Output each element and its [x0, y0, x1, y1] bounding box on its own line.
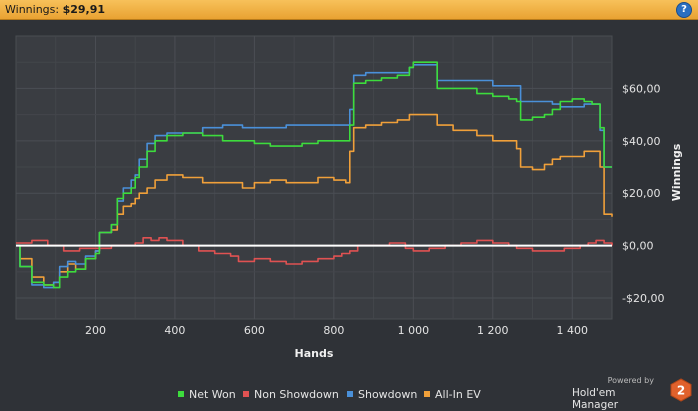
x-tick-label: 1 400: [557, 324, 589, 337]
x-tick-label: 200: [85, 324, 106, 337]
chart-legend: Net Won Non Showdown Showdown All-In EV: [0, 388, 698, 404]
winnings-title: Winnings: $29,91: [5, 3, 105, 16]
legend-swatch: [178, 391, 184, 397]
series-line-non-showdown: [16, 237, 613, 265]
legend-item-non-showdown[interactable]: Non Showdown: [243, 388, 339, 401]
legend-swatch: [243, 391, 249, 397]
y-tick-label: $40,00: [622, 135, 661, 148]
legend-label: Net Won: [189, 388, 236, 401]
x-tick-label: 1 200: [477, 324, 509, 337]
legend-label: Showdown: [358, 388, 418, 401]
help-icon[interactable]: ?: [676, 2, 692, 18]
powered-by-text: Powered by: [607, 376, 654, 385]
y-tick-label: -$20,00: [622, 292, 664, 305]
y-tick-label: $20,00: [622, 187, 661, 200]
legend-label: Non Showdown: [254, 388, 339, 401]
legend-swatch: [424, 391, 430, 397]
x-tick-label: 1 000: [398, 324, 430, 337]
y-tick-label: $60,00: [622, 82, 661, 95]
x-axis-title: Hands: [295, 347, 334, 360]
x-tick-label: 400: [164, 324, 185, 337]
series-line-net-won: [16, 61, 612, 289]
legend-swatch: [347, 391, 353, 397]
plot-area: [15, 35, 613, 320]
x-tick-label: 800: [323, 324, 344, 337]
legend-item-showdown[interactable]: Showdown: [347, 388, 417, 401]
hm2-logo-number: 2: [677, 384, 685, 398]
y-axis-title: Winnings: [670, 143, 683, 201]
powered-by-branding: Powered by Hold'em Manager 2: [572, 376, 692, 411]
x-tick-label: 600: [244, 324, 265, 337]
winnings-label: Winnings:: [5, 3, 60, 16]
legend-label: All-In EV: [435, 388, 481, 401]
winnings-value: $29,91: [62, 3, 106, 16]
winnings-chart: 200 400 600 800 1 000 1 200 1 400 -$20,00 $0,00 $…: [15, 35, 683, 360]
legend-item-all-in-ev[interactable]: All-In EV: [424, 388, 481, 401]
product-name: Hold'em Manager: [572, 387, 619, 411]
y-tick-label: $0,00: [622, 240, 654, 253]
legend-item-net-won[interactable]: Net Won: [178, 388, 236, 401]
hm2-logo-icon: 2: [670, 378, 692, 402]
title-bar: Winnings: $29,91 ?: [0, 0, 698, 20]
